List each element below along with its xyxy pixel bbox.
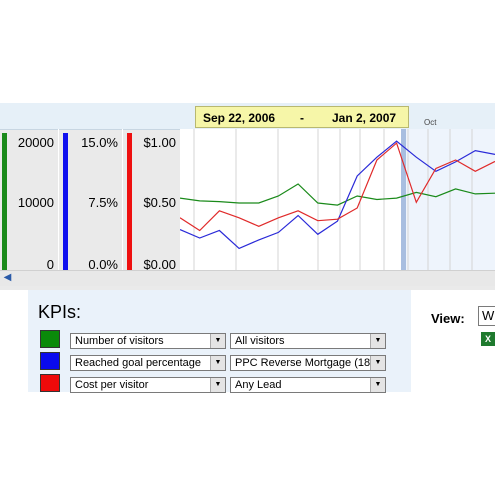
kpi-metric-select[interactable]: Reached goal percentage ▼ (70, 355, 226, 371)
visitors-tick-bottom: 0 (46, 257, 54, 272)
visitors-series-line (179, 183, 495, 206)
kpi-line-chart[interactable] (179, 129, 495, 270)
date-range-separator: - (300, 111, 304, 125)
selection-handle (401, 129, 406, 270)
chevron-down-icon[interactable]: ▼ (370, 356, 385, 370)
kpi-filter-label: All visitors (235, 335, 285, 347)
view-label: View: (431, 311, 465, 326)
kpi-color-swatch[interactable] (40, 374, 60, 392)
chevron-down-icon[interactable]: ▼ (210, 356, 225, 370)
chevron-down-icon[interactable]: ▼ (370, 334, 385, 348)
month-label: Oct (424, 118, 437, 127)
kpi-metric-label: Number of visitors (75, 335, 164, 347)
chevron-down-icon[interactable]: ▼ (210, 334, 225, 348)
kpi-filter-label: PPC Reverse Mortgage (18) (235, 357, 374, 369)
date-range-end: Jan 2, 2007 (332, 111, 397, 125)
kpi-title: KPIs: (38, 302, 82, 322)
kpi-color-swatch[interactable] (40, 330, 60, 348)
kpi-filter-label: Any Lead (235, 379, 282, 391)
cost-series-line (179, 142, 495, 232)
goal-axis-bar (63, 133, 68, 271)
view-select[interactable]: W (478, 306, 495, 326)
visitors-axis-bar (2, 133, 7, 271)
goal-tick-bottom: 0.0% (88, 257, 118, 272)
timeline-scrollbar[interactable]: ◀ (0, 270, 495, 286)
goal-tick-mid: 7.5% (88, 195, 118, 210)
chevron-down-icon[interactable]: ▼ (370, 378, 385, 392)
kpi-metric-label: Cost per visitor (75, 379, 149, 391)
kpi-filter-select[interactable]: PPC Reverse Mortgage (18) ▼ (230, 355, 386, 371)
cost-tick-mid: $0.50 (143, 195, 176, 210)
goal-series-line (179, 140, 495, 250)
timeline-bar[interactable]: Sep 22, 2006 - Jan 2, 2007 Oct (0, 103, 495, 130)
excel-icon[interactable]: X (481, 332, 495, 346)
kpi-metric-label: Reached goal percentage (75, 357, 201, 369)
chart-canvas (179, 129, 495, 270)
kpi-metric-select[interactable]: Number of visitors ▼ (70, 333, 226, 349)
kpi-filter-select[interactable]: All visitors ▼ (230, 333, 386, 349)
cost-axis-bar (127, 133, 132, 271)
axis-divider (58, 129, 59, 273)
visitors-tick-mid: 10000 (17, 195, 54, 210)
cost-tick-top: $1.00 (143, 135, 176, 150)
date-range-label[interactable]: Sep 22, 2006 - Jan 2, 2007 (195, 106, 409, 128)
goal-tick-top: 15.0% (81, 135, 118, 150)
kpi-metric-select[interactable]: Cost per visitor ▼ (70, 377, 226, 393)
visitors-tick-top: 20000 (17, 135, 54, 150)
kpi-color-swatch[interactable] (40, 352, 60, 370)
date-range-start: Sep 22, 2006 (203, 111, 276, 125)
series-lines (179, 140, 495, 250)
cost-tick-bottom: $0.00 (143, 257, 176, 272)
left-arrow-icon[interactable]: ◀ (3, 272, 12, 283)
kpi-filter-select[interactable]: Any Lead ▼ (230, 377, 386, 393)
chevron-down-icon[interactable]: ▼ (210, 378, 225, 392)
axis-divider (122, 129, 123, 273)
